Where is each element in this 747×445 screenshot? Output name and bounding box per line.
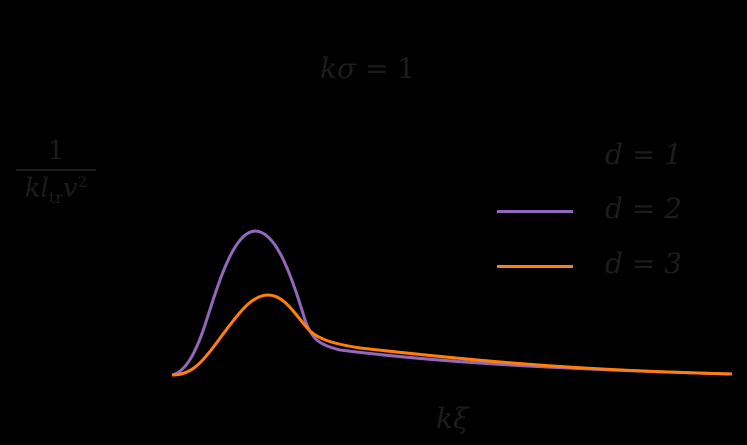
legend-item-d1: d = 1	[497, 138, 737, 178]
legend-label-d2: d = 2	[605, 192, 682, 225]
legend-swatch-d3	[497, 265, 573, 268]
legend-label-d1: d = 1	[605, 138, 682, 171]
series-line-d2	[171, 229, 733, 377]
y-axis-label: 1 kltrv2	[16, 136, 96, 207]
ylabel-sub-tr: tr	[48, 187, 63, 207]
legend-swatch-d2	[497, 210, 573, 213]
title-rhs: 1	[397, 52, 416, 85]
ylabel-sup-2: 2	[77, 173, 88, 191]
fraction-bar	[16, 169, 96, 171]
ylabel-numerator: 1	[47, 136, 65, 166]
ylabel-v: v	[62, 173, 78, 204]
series-line-d3	[171, 293, 733, 377]
legend-item-d2: d = 2	[497, 192, 737, 232]
x-axis-label: kξ	[436, 402, 469, 435]
title-lhs: kσ	[320, 52, 357, 85]
title-eq: =	[356, 52, 398, 85]
legend-item-d3: d = 3	[497, 247, 737, 287]
legend-swatch-d1	[497, 156, 573, 159]
legend-label-d3: d = 3	[605, 247, 682, 280]
ylabel-kl: kl	[24, 173, 49, 204]
chart-title: kσ = 1	[320, 52, 415, 85]
ylabel-denominator: kltrv2	[16, 173, 96, 207]
